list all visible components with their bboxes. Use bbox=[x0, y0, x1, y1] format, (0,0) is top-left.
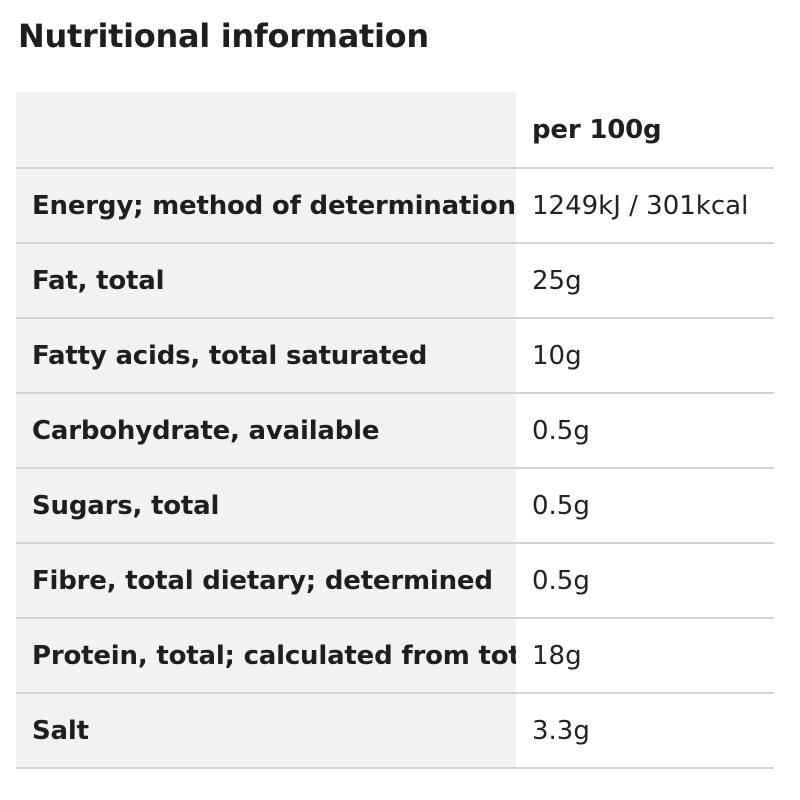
table-row: Fatty acids, total saturated 10g bbox=[16, 318, 774, 394]
table-row: Salt 3.3g bbox=[16, 693, 774, 769]
nutrient-value: 18g bbox=[516, 618, 774, 694]
page-title: Nutritional information bbox=[18, 17, 429, 55]
nutrient-value: 0.5g bbox=[516, 468, 774, 544]
column-header-per-100g: per 100g bbox=[516, 92, 774, 169]
table-corner-cell bbox=[16, 92, 516, 169]
table-row: Fat, total 25g bbox=[16, 243, 774, 319]
nutrient-value: 0.5g bbox=[516, 393, 774, 469]
nutrition-table: per 100g Energy; method of determination… bbox=[16, 92, 774, 769]
table-row: Protein, total; calculated from total 18… bbox=[16, 618, 774, 694]
nutrient-value: 25g bbox=[516, 243, 774, 319]
nutrient-label: Fatty acids, total saturated bbox=[16, 318, 516, 394]
nutrient-label: Fat, total bbox=[16, 243, 516, 319]
table-header-row: per 100g bbox=[16, 92, 774, 169]
nutrient-label: Salt bbox=[16, 693, 516, 769]
nutrient-label: Energy; method of determination bbox=[16, 168, 516, 244]
nutrient-value: 10g bbox=[516, 318, 774, 394]
nutrient-value: 0.5g bbox=[516, 543, 774, 619]
nutrient-label: Fibre, total dietary; determined bbox=[16, 543, 516, 619]
nutrient-value: 3.3g bbox=[516, 693, 774, 769]
nutrient-label: Carbohydrate, available bbox=[16, 393, 516, 469]
table-row: Fibre, total dietary; determined 0.5g bbox=[16, 543, 774, 619]
table-row: Sugars, total 0.5g bbox=[16, 468, 774, 544]
nutrient-label: Protein, total; calculated from total bbox=[16, 618, 516, 694]
table-row: Carbohydrate, available 0.5g bbox=[16, 393, 774, 469]
table-row: Energy; method of determination 1249kJ /… bbox=[16, 168, 774, 244]
nutrient-value: 1249kJ / 301kcal bbox=[516, 168, 774, 244]
nutrient-label: Sugars, total bbox=[16, 468, 516, 544]
